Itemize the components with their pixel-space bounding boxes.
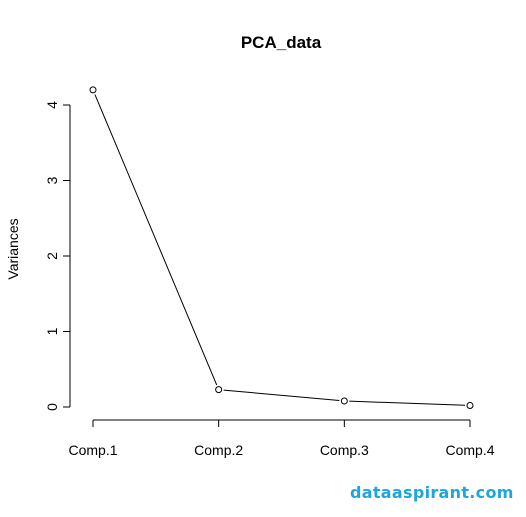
y-tick-label: 3 [44,176,60,184]
series-line-segment [94,94,218,386]
data-point [89,86,97,94]
x-tick-label: Comp.3 [320,442,369,458]
y-tick-label: 1 [44,327,60,335]
y-axis-label: Variances [5,218,21,279]
x-tick-label: Comp.1 [68,442,117,458]
chart-title: PCA_data [241,33,322,52]
y-tick-label: 2 [44,252,60,260]
data-point [340,397,348,405]
watermark-text: dataaspirant.com [350,483,514,502]
x-tick-label: Comp.2 [194,442,243,458]
data-point [215,386,223,394]
y-tick-label: 0 [44,403,60,411]
data-point [466,401,474,409]
series-layer [89,86,474,409]
axes-layer: 0 1 2 3 4 Comp.1 Comp.2 Comp.3 Comp.4 [44,101,495,458]
series-line-segment [349,400,466,406]
series-line-segment [223,389,340,402]
y-tick-label: 4 [44,101,60,109]
x-tick-label: Comp.4 [445,442,494,458]
